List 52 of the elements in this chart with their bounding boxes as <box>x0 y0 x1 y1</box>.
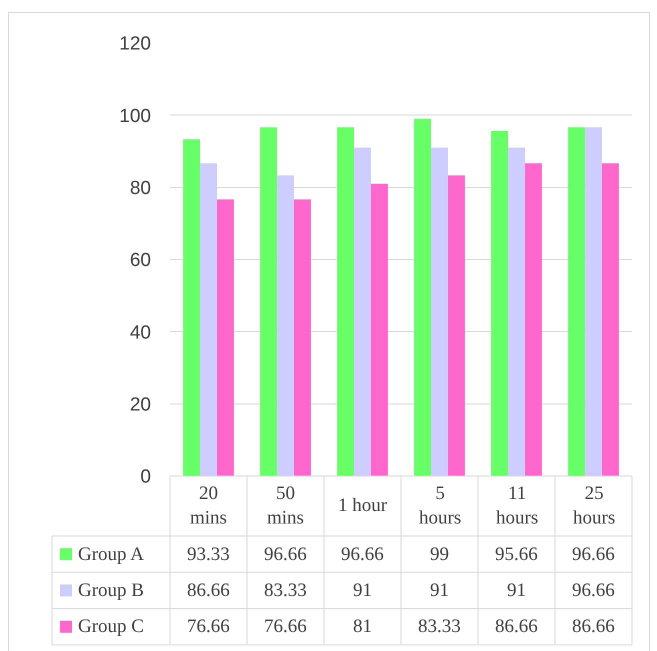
data-label: 83.33 <box>264 580 307 601</box>
bar <box>216 199 234 476</box>
bar <box>431 148 448 476</box>
bar <box>354 148 371 476</box>
bar <box>568 127 586 476</box>
y-tick-label: 0 <box>140 466 151 488</box>
y-tick-label: 40 <box>130 322 151 344</box>
x-tick-label: 5 hours <box>419 483 462 529</box>
bar <box>260 127 278 476</box>
data-label: 81 <box>353 616 372 637</box>
data-label: 91 <box>353 580 372 601</box>
data-label: 86.66 <box>187 580 230 601</box>
legend-label: Group B <box>78 580 144 601</box>
data-label: 83.33 <box>418 616 461 637</box>
bar <box>508 148 525 476</box>
x-tick-label: 20 mins <box>190 483 227 529</box>
data-label: 86.66 <box>572 616 615 637</box>
y-tick-label: 100 <box>119 106 151 127</box>
bar <box>602 163 619 476</box>
bar <box>370 184 388 476</box>
data-label: 95.66 <box>495 544 538 565</box>
x-tick-label: 25 hours <box>573 483 616 529</box>
data-label: 86.66 <box>495 616 538 637</box>
data-label: 91 <box>430 580 449 601</box>
y-tick-label: 20 <box>130 394 151 416</box>
bar <box>585 127 602 476</box>
bar <box>183 139 200 476</box>
x-tick-label: 11 hours <box>496 483 538 529</box>
data-label: 76.66 <box>187 616 230 637</box>
x-tick-label: 50 mins <box>267 483 304 529</box>
y-tick-label: 80 <box>130 178 151 199</box>
data-label: 96.66 <box>572 580 615 601</box>
bar <box>524 163 542 476</box>
data-label: 91 <box>507 580 526 601</box>
bar <box>277 175 294 476</box>
bar <box>294 199 311 476</box>
y-tick-label: 120 <box>119 34 151 55</box>
data-label: 96.66 <box>264 544 307 565</box>
data-label: 76.66 <box>264 616 307 637</box>
x-tick-label: 1 hour <box>338 495 388 516</box>
data-label: 99 <box>430 544 449 565</box>
legend-label: Group C <box>78 616 144 637</box>
bar <box>200 163 217 476</box>
data-label: 96.66 <box>572 544 615 565</box>
data-label: 93.33 <box>187 544 230 565</box>
y-tick-label: 60 <box>130 250 151 272</box>
bar <box>448 175 465 476</box>
data-label: 96.66 <box>341 544 384 565</box>
bar <box>491 130 508 476</box>
bar <box>414 118 432 476</box>
legend-label: Group A <box>78 544 144 565</box>
bar <box>337 127 354 476</box>
